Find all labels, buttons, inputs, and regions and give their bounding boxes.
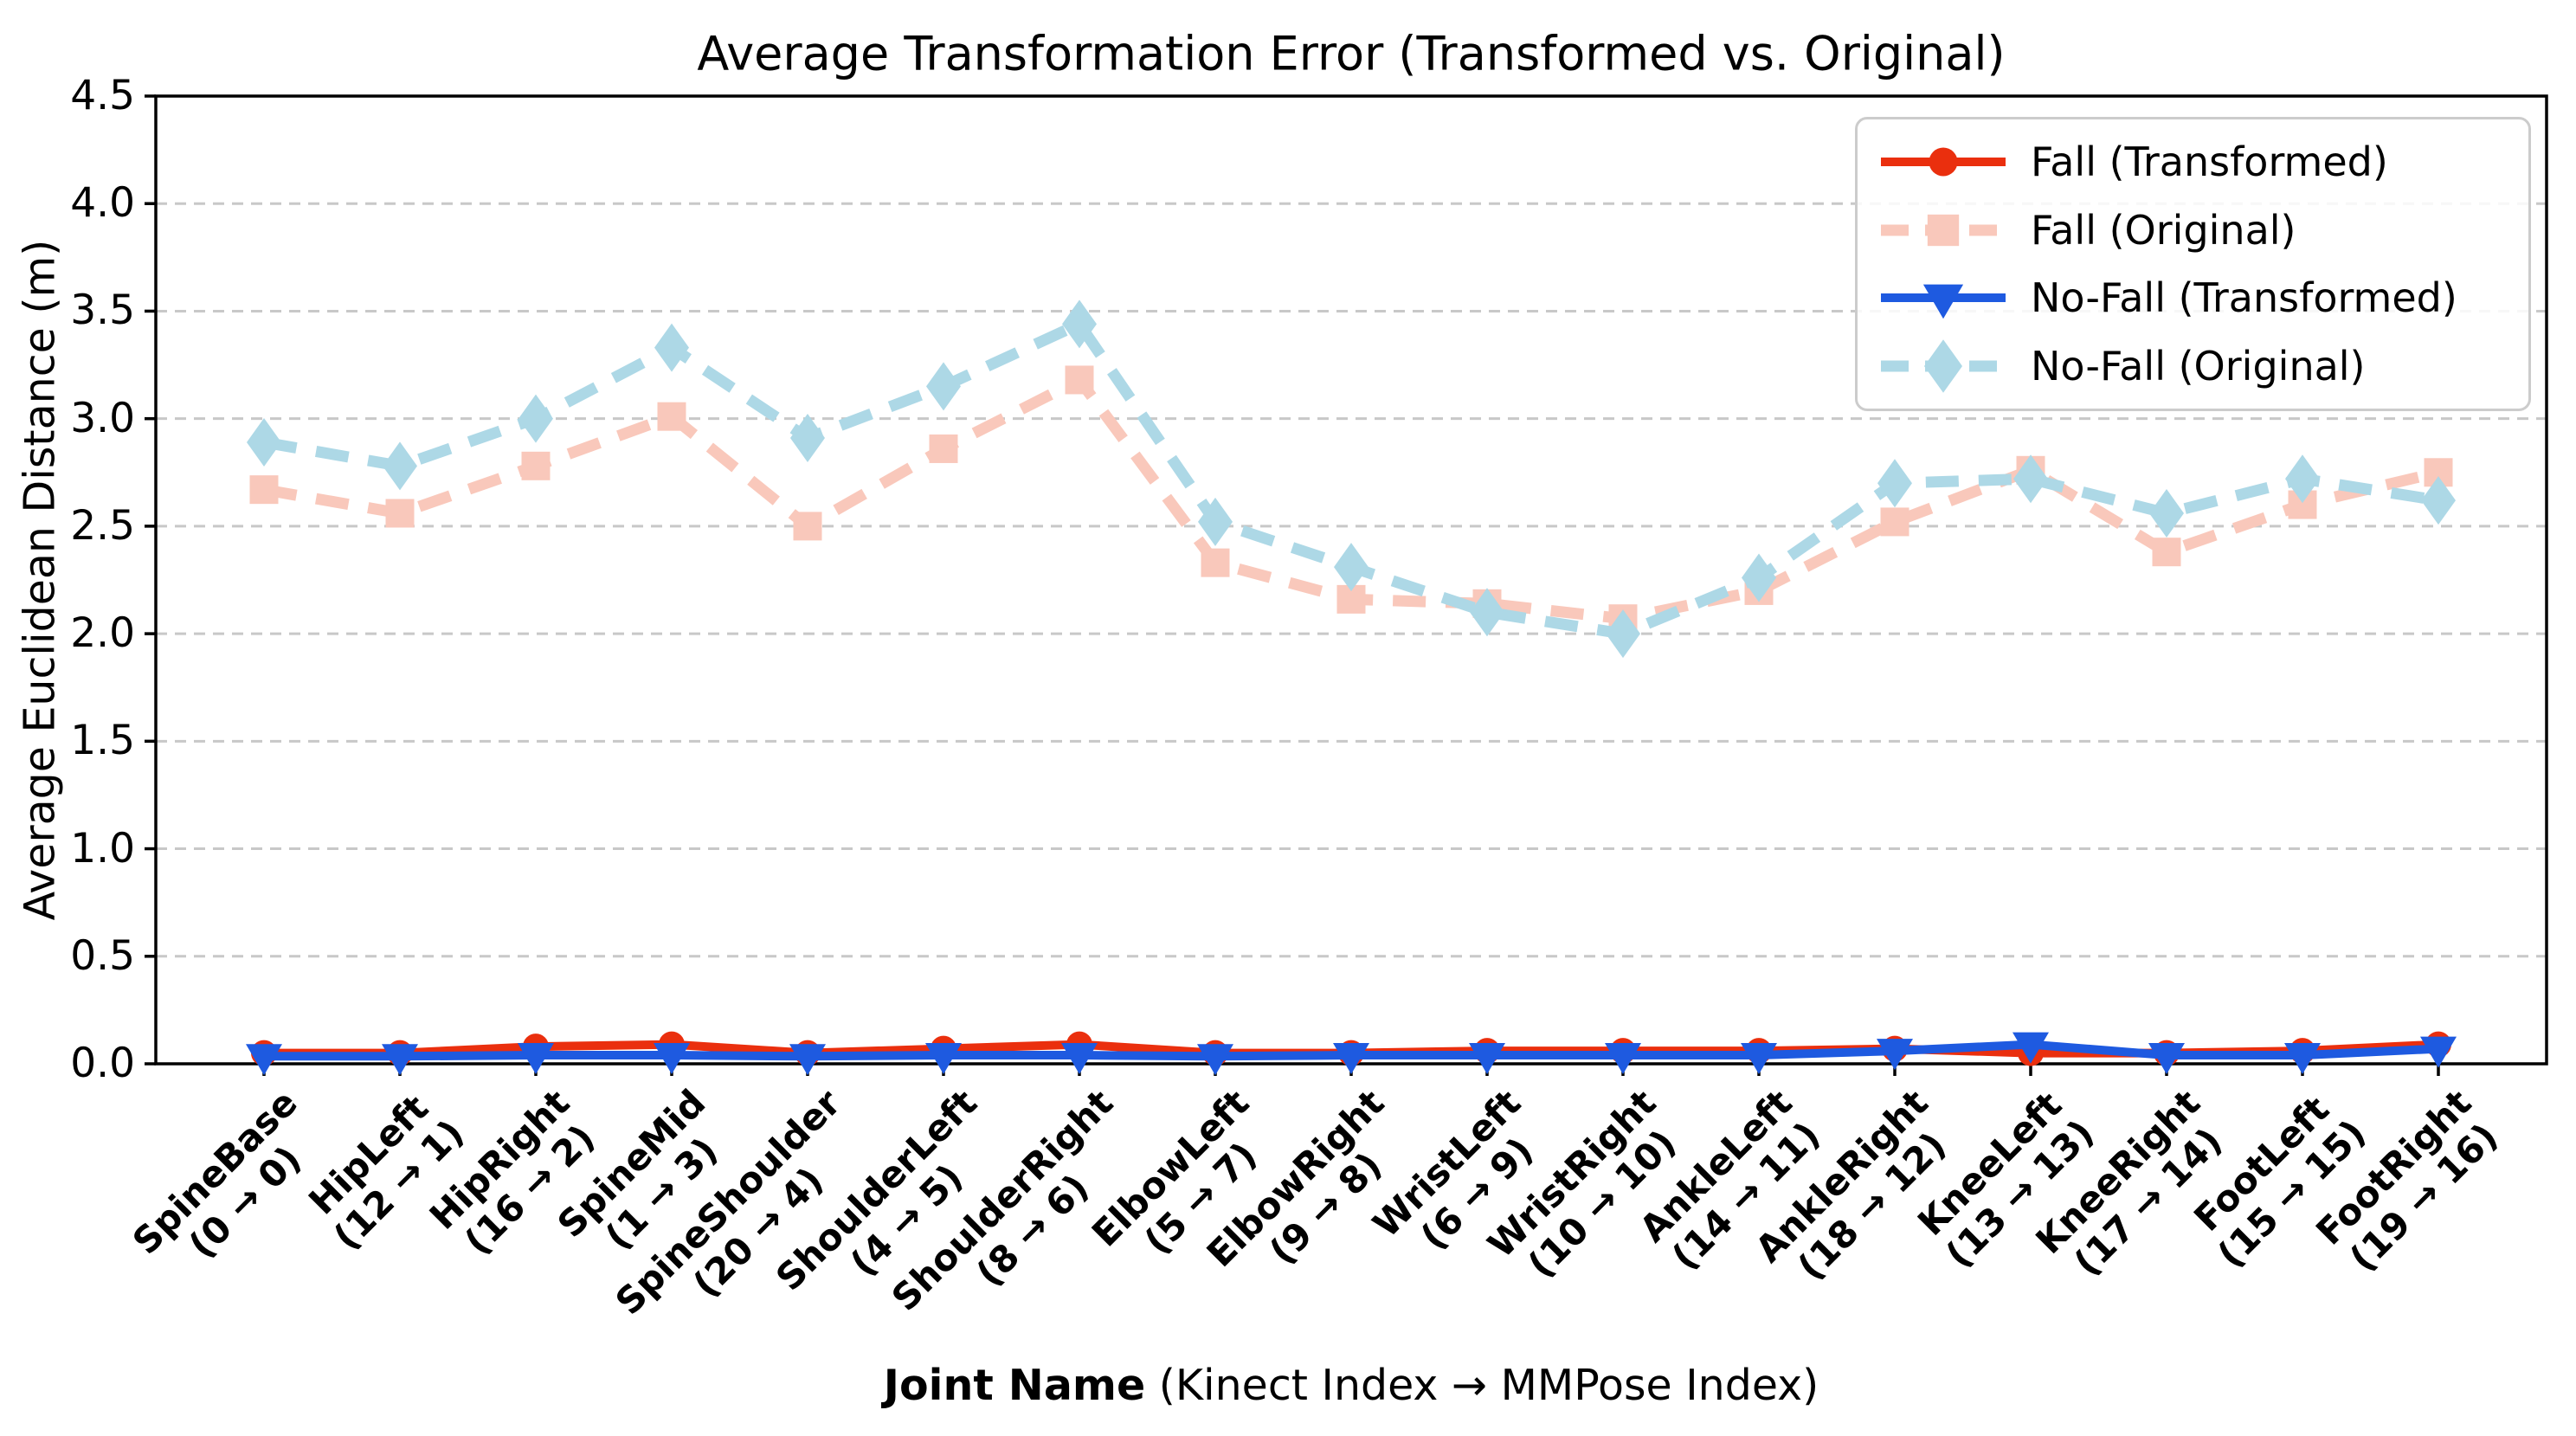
series-no-fall-transformed- (246, 1032, 2457, 1076)
y-tick-label: 0.5 (70, 931, 135, 980)
triangle-down-marker (382, 1044, 418, 1076)
legend-swatch (1881, 147, 2006, 177)
triangle-down-marker (2148, 1043, 2185, 1075)
legend-item: No-Fall (Original) (1878, 338, 2520, 394)
square-marker (657, 402, 686, 431)
legend-label: No-Fall (Original) (2031, 342, 2366, 390)
legend-item: No-Fall (Transformed) (1878, 270, 2520, 325)
square-marker (1201, 548, 1230, 577)
diamond-marker (2013, 454, 2048, 504)
diamond-marker (1198, 497, 1233, 546)
triangle-down-marker (1605, 1043, 1641, 1075)
triangle-down-marker (1877, 1039, 1913, 1071)
legend-item: Fall (Transformed) (1878, 134, 2520, 190)
legend-swatch (1881, 214, 2006, 246)
diamond-marker (926, 362, 961, 411)
triangle-down-marker (246, 1044, 282, 1076)
triangle-down-marker (1333, 1043, 1369, 1075)
y-tick-label: 1.5 (70, 717, 135, 765)
triangle-down-marker (925, 1043, 962, 1075)
legend-label: Fall (Original) (2031, 206, 2296, 254)
y-tick-label: 3.5 (70, 287, 135, 335)
triangle-down-marker (1197, 1044, 1233, 1076)
legend: Fall (Transformed) Fall (Original) No-Fall… (1855, 117, 2531, 411)
triangle-down-marker (2012, 1032, 2049, 1064)
x-axis-title-rest: (Kinect Index → MMPose Index) (1145, 1361, 1819, 1410)
square-marker (1065, 365, 1094, 395)
legend-swatch (1881, 338, 2006, 393)
triangle-down-marker (2284, 1043, 2321, 1075)
x-axis-title-bold: Joint Name (883, 1361, 1146, 1410)
diamond-marker (2285, 454, 2320, 504)
diamond-marker (790, 414, 825, 463)
diamond-marker (1334, 543, 1368, 592)
x-axis-title: Joint Name (Kinect Index → MMPose Index) (884, 1361, 1819, 1410)
diamond-marker (1742, 553, 1776, 602)
triangle-down-marker (1741, 1043, 1777, 1075)
diamond-marker (383, 441, 417, 491)
y-tick-label: 4.5 (70, 72, 135, 119)
square-marker (1927, 214, 1960, 246)
circle-marker (1929, 147, 1958, 177)
chart-title: Average Transformation Error (Transforme… (697, 26, 2006, 81)
diamond-marker (2149, 488, 2184, 538)
square-marker (1880, 507, 1909, 537)
triangle-down-marker (654, 1043, 690, 1075)
series-no-fall-original- (247, 299, 2456, 659)
square-marker (793, 512, 822, 541)
diamond-marker (1470, 588, 1504, 637)
triangle-down-marker (1469, 1043, 1505, 1075)
diamond-marker (1606, 609, 1640, 659)
diamond-marker (1877, 459, 1912, 508)
y-tick-label: 0.0 (70, 1040, 135, 1087)
legend-swatch (1881, 284, 2006, 319)
diamond-marker (518, 394, 553, 443)
legend-label: Fall (Transformed) (2031, 138, 2388, 186)
triangle-down-marker (1061, 1043, 1098, 1075)
square-marker (2152, 538, 2181, 567)
legend-label: No-Fall (Transformed) (2031, 274, 2457, 322)
square-marker (249, 475, 279, 505)
triangle-down-marker (518, 1043, 554, 1075)
legend-item: Fall (Original) (1878, 203, 2520, 258)
triangle-down-marker (2420, 1036, 2457, 1068)
diamond-marker (1924, 338, 1962, 393)
square-marker (521, 451, 551, 480)
square-marker (385, 499, 415, 528)
y-tick-label: 2.5 (70, 501, 135, 550)
y-axis-title: Average Euclidean Distance (m) (15, 239, 65, 921)
diamond-marker (1062, 299, 1097, 349)
y-tick-label: 2.0 (70, 609, 135, 658)
triangle-down-marker (789, 1044, 826, 1076)
triangle-down-marker (1922, 284, 1964, 319)
y-tick-label: 1.0 (70, 824, 135, 873)
y-tick-label: 4.0 (70, 179, 135, 228)
diamond-marker (654, 323, 689, 372)
diamond-marker (247, 417, 281, 467)
y-tick-label: 3.0 (70, 394, 135, 442)
diamond-marker (2421, 476, 2456, 525)
square-marker (929, 434, 958, 463)
